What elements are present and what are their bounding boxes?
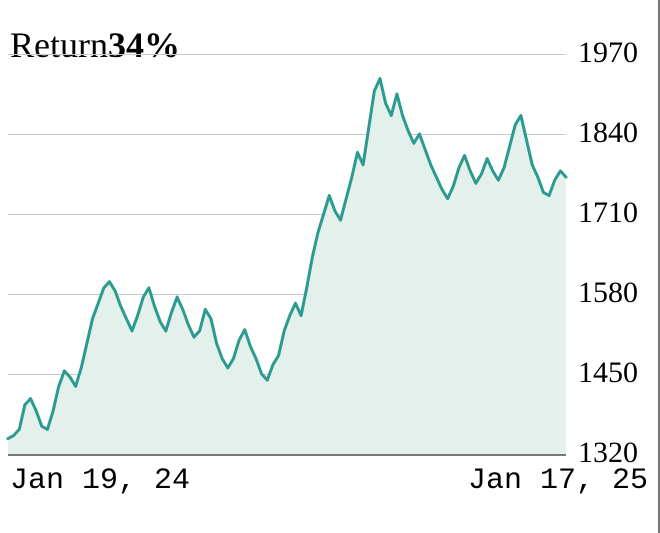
y-tick-label: 1580 — [578, 276, 658, 310]
y-tick-label: 1970 — [578, 36, 658, 70]
x-axis-label-end: Jan 17, 25 — [468, 464, 648, 498]
chart-svg — [8, 54, 566, 454]
plot-area — [8, 54, 566, 456]
y-tick-label: 1710 — [578, 196, 658, 230]
y-tick-label: 1840 — [578, 116, 658, 150]
area-fill — [8, 79, 566, 454]
return-chart: Return34% 132014501580171018401970 Jan 1… — [0, 0, 660, 533]
y-tick-label: 1450 — [578, 356, 658, 390]
x-axis-label-start: Jan 19, 24 — [10, 464, 190, 498]
